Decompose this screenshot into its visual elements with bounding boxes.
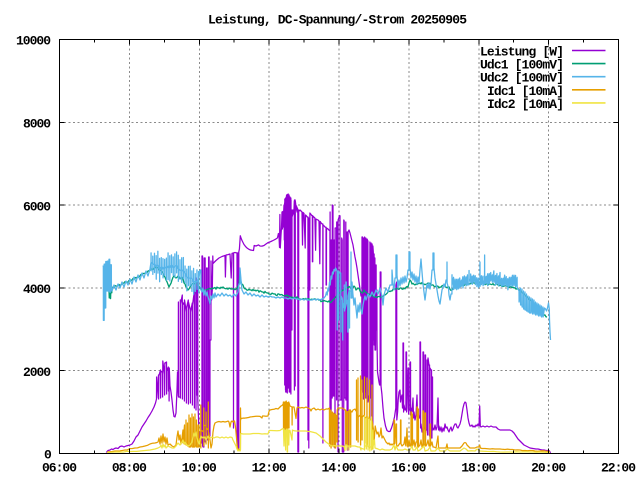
svg-text:18:00: 18:00 xyxy=(461,461,496,476)
svg-text:Leistung [W]: Leistung [W] xyxy=(480,45,564,60)
svg-text:14:00: 14:00 xyxy=(322,461,357,476)
svg-text:10:00: 10:00 xyxy=(182,461,217,476)
svg-text:20:00: 20:00 xyxy=(531,461,566,476)
svg-text:22:00: 22:00 xyxy=(601,461,636,476)
svg-text:Udc1 [100mV]: Udc1 [100mV] xyxy=(480,58,564,73)
svg-text:06:00: 06:00 xyxy=(42,461,77,476)
svg-text:08:00: 08:00 xyxy=(112,461,147,476)
svg-text:8000: 8000 xyxy=(23,117,51,132)
svg-text:Idc1 [10mA]: Idc1 [10mA] xyxy=(487,84,564,99)
svg-text:Idc2 [10mA]: Idc2 [10mA] xyxy=(487,97,564,112)
svg-text:Udc2 [100mV]: Udc2 [100mV] xyxy=(480,71,564,86)
svg-text:4000: 4000 xyxy=(23,282,51,297)
svg-text:Leistung, DC-Spannung/-Strom 2: Leistung, DC-Spannung/-Strom 20250905 xyxy=(208,13,467,28)
svg-text:12:00: 12:00 xyxy=(252,461,287,476)
svg-text:6000: 6000 xyxy=(23,199,51,214)
svg-text:2000: 2000 xyxy=(23,365,51,380)
svg-text:16:00: 16:00 xyxy=(391,461,426,476)
svg-text:10000: 10000 xyxy=(16,34,51,49)
svg-text:0: 0 xyxy=(44,448,52,463)
